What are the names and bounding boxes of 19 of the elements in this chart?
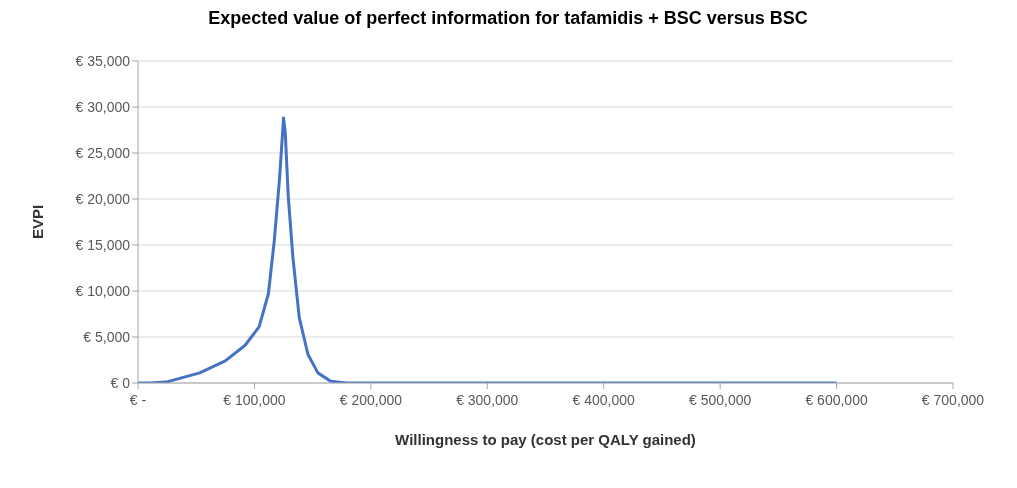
- x-tick-label: € 700,000: [921, 391, 985, 408]
- y-tick-label: € 25,000: [75, 144, 131, 161]
- y-tick-label: € 20,000: [75, 190, 131, 207]
- x-tick-label: € 100,000: [223, 391, 286, 408]
- y-tick-label: € 15,000: [75, 236, 131, 253]
- y-tick-label: € 30,000: [75, 98, 131, 115]
- y-axis-title: EVPI: [29, 204, 47, 240]
- x-tick-label: € 200,000: [339, 391, 403, 408]
- y-tick-label: € 35,000: [75, 52, 131, 69]
- x-tick-label: € 600,000: [805, 391, 868, 408]
- x-axis-title: Willingness to pay (cost per QALY gained): [395, 431, 696, 448]
- y-tick-label: € 0: [110, 374, 131, 391]
- x-tick-label: € 300,000: [456, 391, 519, 408]
- chart-title: Expected value of perfect information for tafamidis + BSC versus BSC: [207, 8, 809, 29]
- x-tick-label: € 500,000: [688, 391, 752, 408]
- y-tick-label: € 10,000: [75, 282, 131, 299]
- y-tick-label: € 5,000: [83, 328, 131, 345]
- x-tick-label: € 400,000: [572, 391, 636, 408]
- x-tick-label: € -: [129, 391, 147, 408]
